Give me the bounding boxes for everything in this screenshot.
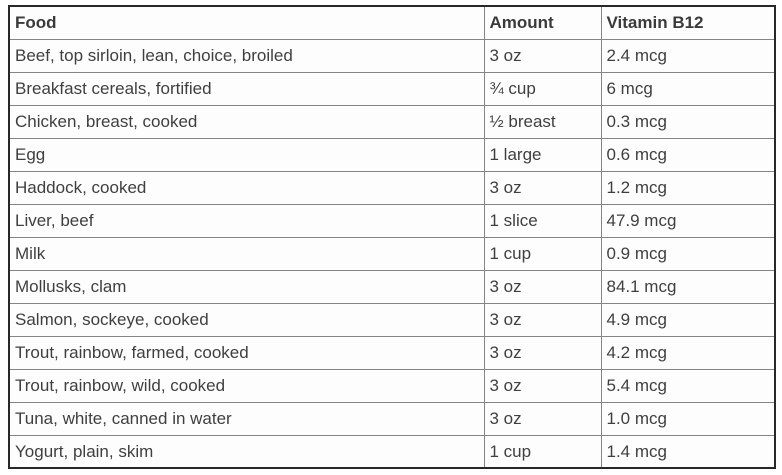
table-row: Egg 1 large 0.6 mcg <box>8 137 776 172</box>
food-cell: Yogurt, plain, skim <box>8 434 485 469</box>
food-cell: Mollusks, clam <box>8 269 485 304</box>
b12-cell: 0.6 mcg <box>600 137 776 172</box>
table-row: Tuna, white, canned in water 3 oz 1.0 mc… <box>8 401 776 436</box>
b12-cell: 84.1 mcg <box>600 269 776 304</box>
column-header-amount: Amount <box>483 5 602 40</box>
table-row: Liver, beef 1 slice 47.9 mcg <box>8 203 776 238</box>
amount-cell: 1 cup <box>483 236 602 271</box>
table-row: Trout, rainbow, wild, cooked 3 oz 5.4 mc… <box>8 368 776 403</box>
food-cell: Trout, rainbow, farmed, cooked <box>8 335 485 370</box>
food-cell: Breakfast cereals, fortified <box>8 71 485 106</box>
table-row: Mollusks, clam 3 oz 84.1 mcg <box>8 269 776 304</box>
food-cell: Milk <box>8 236 485 271</box>
table-row: Salmon, sockeye, cooked 3 oz 4.9 mcg <box>8 302 776 337</box>
food-cell: Tuna, white, canned in water <box>8 401 485 436</box>
b12-cell: 6 mcg <box>600 71 776 106</box>
amount-cell: 1 large <box>483 137 602 172</box>
food-cell: Beef, top sirloin, lean, choice, broiled <box>8 38 485 73</box>
b12-cell: 1.4 mcg <box>600 434 776 469</box>
b12-cell: 0.9 mcg <box>600 236 776 271</box>
column-header-vitamin-b12: Vitamin B12 <box>600 5 776 40</box>
amount-cell: 3 oz <box>483 368 602 403</box>
table-row: Trout, rainbow, farmed, cooked 3 oz 4.2 … <box>8 335 776 370</box>
column-header-food: Food <box>8 5 485 40</box>
food-cell: Salmon, sockeye, cooked <box>8 302 485 337</box>
b12-cell: 4.2 mcg <box>600 335 776 370</box>
table-row: Beef, top sirloin, lean, choice, broiled… <box>8 38 776 73</box>
table-header-row: Food Amount Vitamin B12 <box>8 5 776 40</box>
b12-cell: 4.9 mcg <box>600 302 776 337</box>
vitamin-b12-table: Food Amount Vitamin B12 Beef, top sirloi… <box>8 5 776 469</box>
food-cell: Haddock, cooked <box>8 170 485 205</box>
amount-cell: ¾ cup <box>483 71 602 106</box>
amount-cell: 1 slice <box>483 203 602 238</box>
amount-cell: 3 oz <box>483 38 602 73</box>
amount-cell: ½ breast <box>483 104 602 139</box>
b12-cell: 1.2 mcg <box>600 170 776 205</box>
b12-cell: 47.9 mcg <box>600 203 776 238</box>
amount-cell: 3 oz <box>483 401 602 436</box>
b12-cell: 0.3 mcg <box>600 104 776 139</box>
food-cell: Trout, rainbow, wild, cooked <box>8 368 485 403</box>
b12-cell: 1.0 mcg <box>600 401 776 436</box>
amount-cell: 3 oz <box>483 302 602 337</box>
amount-cell: 3 oz <box>483 335 602 370</box>
food-cell: Chicken, breast, cooked <box>8 104 485 139</box>
b12-cell: 2.4 mcg <box>600 38 776 73</box>
table-row: Milk 1 cup 0.9 mcg <box>8 236 776 271</box>
table-row: Chicken, breast, cooked ½ breast 0.3 mcg <box>8 104 776 139</box>
table-row: Haddock, cooked 3 oz 1.2 mcg <box>8 170 776 205</box>
amount-cell: 1 cup <box>483 434 602 469</box>
table-row: Breakfast cereals, fortified ¾ cup 6 mcg <box>8 71 776 106</box>
amount-cell: 3 oz <box>483 170 602 205</box>
food-cell: Liver, beef <box>8 203 485 238</box>
table-row: Yogurt, plain, skim 1 cup 1.4 mcg <box>8 434 776 469</box>
amount-cell: 3 oz <box>483 269 602 304</box>
b12-cell: 5.4 mcg <box>600 368 776 403</box>
food-cell: Egg <box>8 137 485 172</box>
